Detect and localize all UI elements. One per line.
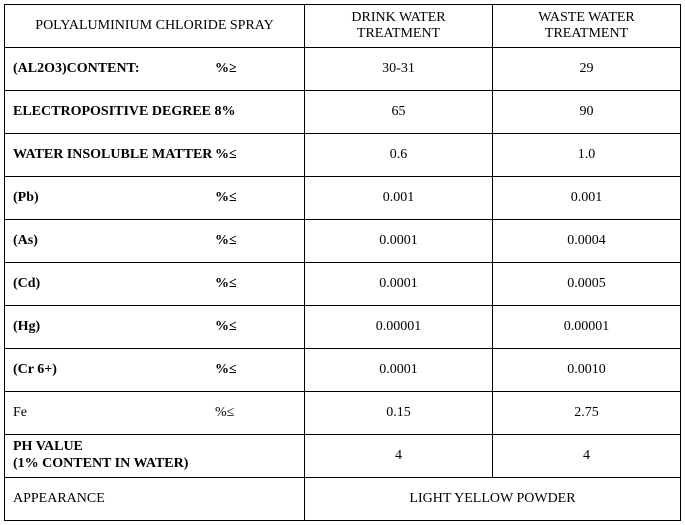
table-row: Fe %≤ 0.15 2.75 [5,392,681,435]
table-row: WATER INSOLUBLE MATTER %≤ 0.6 1.0 [5,134,681,177]
table-row: (Cd) %≤ 0.0001 0.0005 [5,263,681,306]
drink-value: 0.0001 [305,220,493,263]
param-label-cell: (AL2O3)CONTENT: %≥ [5,48,305,91]
param-label-cell: (Cr 6+) %≤ [5,349,305,392]
param-label: (As) [13,233,38,249]
table-row: ELECTROPOSITIVE DEGREE 8% 65 90 [5,91,681,134]
ph-drink: 4 [305,435,493,478]
table-body: POLYALUMINIUM CHLORIDE SPRAY DRINK WATER… [5,5,681,521]
drink-value: 0.001 [305,177,493,220]
waste-value: 29 [493,48,681,91]
drink-value: 0.15 [305,392,493,435]
param-label: ELECTROPOSITIVE DEGREE 8% [13,104,236,120]
appearance-value: LIGHT YELLOW POWDER [305,478,681,521]
waste-value: 0.00001 [493,306,681,349]
waste-value: 90 [493,91,681,134]
appearance-row: APPEARANCE LIGHT YELLOW POWDER [5,478,681,521]
param-label-cell: WATER INSOLUBLE MATTER %≤ [5,134,305,177]
waste-value: 0.001 [493,177,681,220]
param-label: Fe [13,405,27,421]
param-unit: %≥ [215,61,237,77]
drink-value: 30-31 [305,48,493,91]
param-unit: %≤ [215,190,237,206]
waste-value: 1.0 [493,134,681,177]
drink-value: 65 [305,91,493,134]
param-label-cell: (As) %≤ [5,220,305,263]
param-unit: %≤ [215,405,234,421]
header-col1: POLYALUMINIUM CHLORIDE SPRAY [5,5,305,48]
waste-value: 0.0010 [493,349,681,392]
table-row: (Cr 6+) %≤ 0.0001 0.0010 [5,349,681,392]
param-label: (AL2O3)CONTENT: [13,61,140,77]
header-col2: DRINK WATER TREATMENT [305,5,493,48]
param-unit: %≤ [215,276,237,292]
param-label: (Cd) [13,276,40,292]
appearance-label: APPEARANCE [5,478,305,521]
waste-value: 0.0005 [493,263,681,306]
header-row: POLYALUMINIUM CHLORIDE SPRAY DRINK WATER… [5,5,681,48]
table-row: (Hg) %≤ 0.00001 0.00001 [5,306,681,349]
table-row: (As) %≤ 0.0001 0.0004 [5,220,681,263]
header-col3: WASTE WATER TREATMENT [493,5,681,48]
param-label-cell: ELECTROPOSITIVE DEGREE 8% [5,91,305,134]
param-label-cell: (Cd) %≤ [5,263,305,306]
param-unit: %≤ [215,233,237,249]
param-label-cell: Fe %≤ [5,392,305,435]
param-unit: %≤ [215,319,237,335]
spec-table: POLYALUMINIUM CHLORIDE SPRAY DRINK WATER… [4,4,681,521]
param-unit: %≤ [215,362,237,378]
drink-value: 0.00001 [305,306,493,349]
param-label: (Cr 6+) [13,362,57,378]
param-label-cell: (Pb) %≤ [5,177,305,220]
param-label: (Hg) [13,319,40,335]
param-label: (Pb) [13,190,39,206]
ph-label-line1: PH VALUE [13,439,296,456]
waste-value: 0.0004 [493,220,681,263]
drink-value: 0.0001 [305,349,493,392]
ph-row: PH VALUE (1% CONTENT IN WATER) 4 4 [5,435,681,478]
table-row: (Pb) %≤ 0.001 0.001 [5,177,681,220]
param-label-cell: (Hg) %≤ [5,306,305,349]
waste-value: 2.75 [493,392,681,435]
ph-label-line2: (1% CONTENT IN WATER) [13,456,296,473]
drink-value: 0.6 [305,134,493,177]
param-label: WATER INSOLUBLE MATTER [13,147,212,163]
drink-value: 0.0001 [305,263,493,306]
param-unit: %≤ [215,147,237,163]
table-row: (AL2O3)CONTENT: %≥ 30-31 29 [5,48,681,91]
ph-label-cell: PH VALUE (1% CONTENT IN WATER) [5,435,305,478]
ph-waste: 4 [493,435,681,478]
